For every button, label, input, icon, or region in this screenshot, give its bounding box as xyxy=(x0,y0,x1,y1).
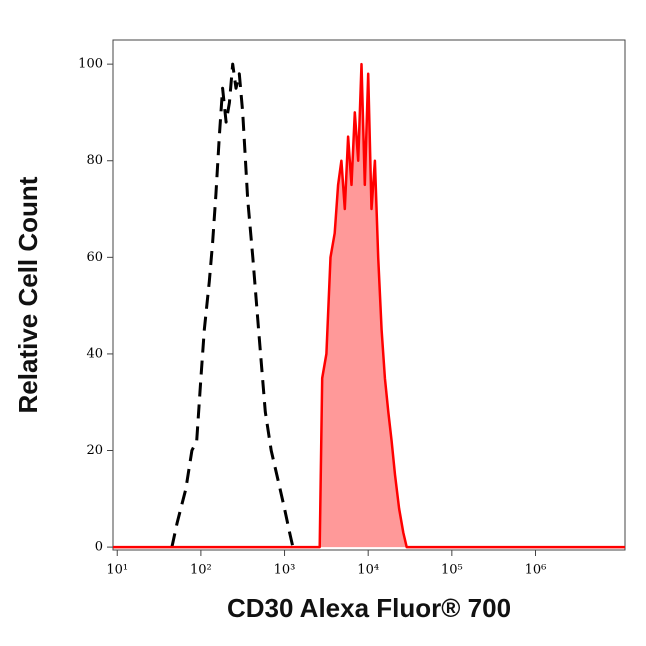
x-tick-label: 10² xyxy=(190,563,212,578)
plot-frame xyxy=(112,39,626,551)
x-axis-label: CD30 Alexa Fluor® 700 xyxy=(227,593,511,623)
line xyxy=(113,62,625,549)
area xyxy=(113,64,625,548)
y-tick-label: 0 xyxy=(95,540,103,555)
x-tick-label: 10³ xyxy=(274,563,296,578)
y-tick-label: 20 xyxy=(86,443,103,458)
x-tick-label: 10¹ xyxy=(106,563,128,578)
x-tick-label: 10⁶ xyxy=(525,563,547,578)
line xyxy=(170,62,295,548)
y-tick-label: 80 xyxy=(86,153,103,168)
y-axis-label: Relative Cell Count xyxy=(13,176,43,413)
x-tick-label: 10⁵ xyxy=(441,563,463,578)
y-tick-label: 40 xyxy=(86,346,103,361)
y-tick-label: 100 xyxy=(78,57,103,72)
x-tick-label: 10⁴ xyxy=(357,563,379,578)
y-tick-label: 60 xyxy=(86,250,103,265)
